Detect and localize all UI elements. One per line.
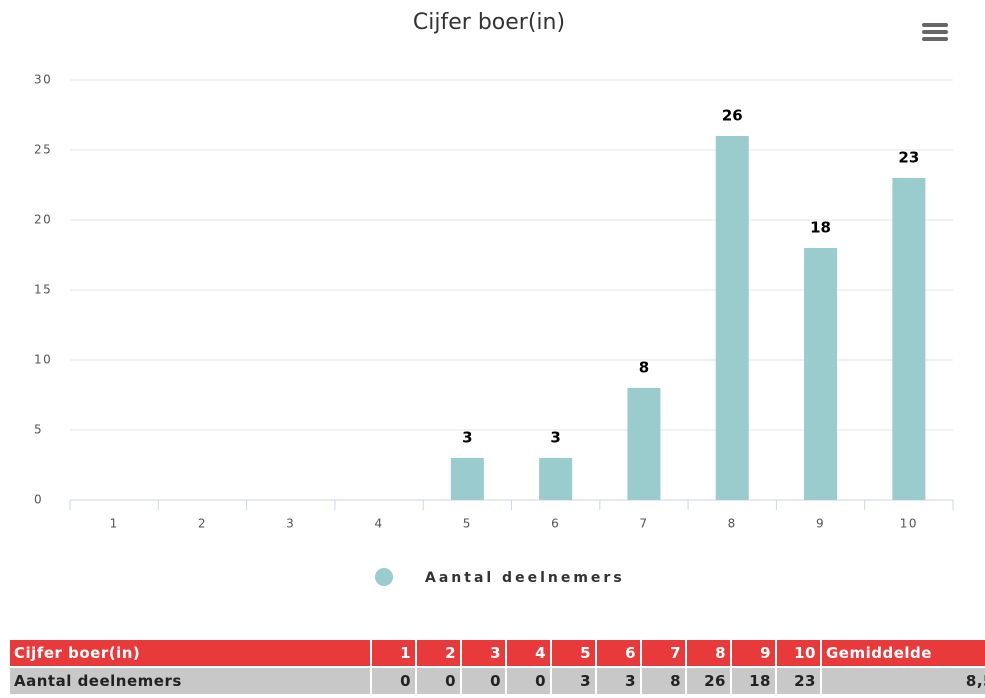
table-header: 4	[505, 638, 552, 668]
x-tick-label: 2	[198, 517, 207, 531]
table-header: Gemiddelde	[820, 638, 985, 668]
table-header: Cijfer boer(in)	[8, 638, 372, 668]
bar	[627, 388, 661, 500]
table-cell: 8	[640, 666, 687, 696]
x-tick-label: 9	[816, 517, 825, 531]
bar	[715, 136, 749, 500]
bar	[804, 248, 838, 500]
bar	[450, 458, 484, 500]
menu-button[interactable]	[922, 23, 948, 41]
bar	[892, 178, 926, 500]
y-tick-label: 30	[34, 73, 52, 87]
table-header: 8	[685, 638, 732, 668]
table-row-label: Aantal deelnemers	[8, 666, 372, 696]
y-tick-label: 5	[34, 423, 43, 437]
data-label: 3	[550, 429, 560, 447]
x-tick-label: 5	[463, 517, 472, 531]
table-cell: 23	[775, 666, 822, 696]
chart-title: Cijfer boer(in)	[413, 10, 565, 35]
table-cell: 3	[550, 666, 597, 696]
y-tick-label: 10	[34, 353, 52, 367]
table-header: 9	[730, 638, 777, 668]
table-header: 3	[460, 638, 507, 668]
legend-item[interactable]: Aantal deelnemers	[375, 568, 625, 586]
table-cell: 0	[460, 666, 507, 696]
y-tick-label: 0	[34, 493, 43, 507]
table-header: 6	[595, 638, 642, 668]
table-header: 7	[640, 638, 687, 668]
table-header: 1	[370, 638, 417, 668]
menu-bar[interactable]	[922, 30, 948, 34]
x-tick-label: 3	[286, 517, 295, 531]
table-cell: 18	[730, 666, 777, 696]
x-tick-label: 7	[639, 517, 648, 531]
table-header-row: Cijfer boer(in) 1 2 3 4 5 6 7 8 9 10 Gemiddelde	[8, 638, 985, 668]
table-header: 10	[775, 638, 822, 668]
bar	[539, 458, 573, 500]
x-tick-label: 1	[110, 517, 119, 531]
data-label: 18	[810, 219, 831, 237]
menu-bar[interactable]	[922, 23, 948, 27]
table-cell: 0	[505, 666, 552, 696]
data-label: 23	[898, 149, 919, 167]
table-cell: 0	[370, 666, 417, 696]
legend-label: Aantal deelnemers	[425, 570, 625, 586]
table-header: 2	[415, 638, 462, 668]
menu-bar[interactable]	[922, 37, 948, 41]
x-tick-label: 8	[728, 517, 737, 531]
legend-marker	[375, 568, 393, 586]
x-tick-label: 4	[374, 517, 383, 531]
data-table: Cijfer boer(in) 1 2 3 4 5 6 7 8 9 10 Gemiddelde Aan…	[8, 638, 985, 696]
data-label: 26	[722, 107, 743, 125]
table-cell: 8,5	[820, 666, 985, 696]
table-cell: 26	[685, 666, 732, 696]
y-tick-label: 25	[34, 143, 52, 157]
table-cell: 0	[415, 666, 462, 696]
y-tick-label: 20	[34, 213, 52, 227]
data-label: 3	[462, 429, 472, 447]
x-tick-label: 6	[551, 517, 560, 531]
data-label: 8	[639, 359, 649, 377]
y-tick-label: 15	[34, 283, 52, 297]
table-cell: 3	[595, 666, 642, 696]
table-header: 5	[550, 638, 597, 668]
x-tick-label: 10	[900, 517, 918, 531]
